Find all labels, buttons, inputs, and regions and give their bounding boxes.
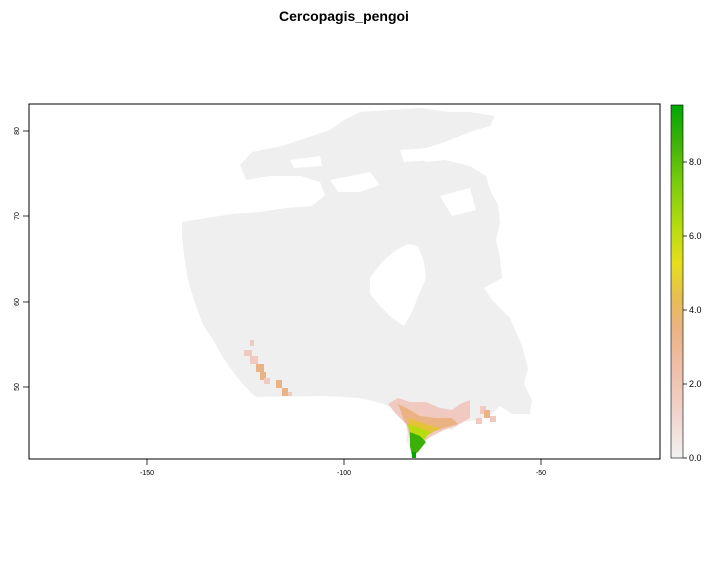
land-mass — [182, 108, 532, 452]
x-axis: -150 -100 -50 — [29, 458, 660, 477]
legend-tick-label: 6.0 — [689, 231, 702, 241]
map-panel — [28, 103, 661, 460]
legend: 0.0 2.0 4.0 6.0 8.0 — [670, 104, 702, 463]
arctic-channel — [330, 172, 380, 192]
legend-tick-label: 0.0 — [689, 453, 702, 463]
legend-tick-label: 4.0 — [689, 305, 702, 315]
legend-tick-label: 2.0 — [689, 379, 702, 389]
arctic-channel — [440, 188, 476, 216]
y-axis: 50 60 70 80 — [14, 104, 30, 459]
legend-tick-label: 8.0 — [689, 157, 702, 167]
suitability-west — [244, 340, 292, 396]
map-title: Cercopagis_pengoi — [279, 8, 409, 24]
y-tick-label: 50 — [14, 383, 21, 391]
suitability-east — [388, 398, 496, 458]
x-tick-label: -100 — [337, 470, 351, 477]
legend-color-bar — [670, 104, 684, 459]
y-tick-label: 70 — [14, 212, 21, 220]
arctic-channel — [400, 148, 432, 162]
hudson-bay — [370, 244, 426, 326]
x-tick-label: -50 — [536, 470, 546, 477]
y-tick-label: 60 — [14, 298, 21, 306]
x-tick-label: -150 — [140, 470, 154, 477]
y-tick-label: 80 — [14, 127, 21, 135]
arctic-channel — [290, 156, 322, 168]
